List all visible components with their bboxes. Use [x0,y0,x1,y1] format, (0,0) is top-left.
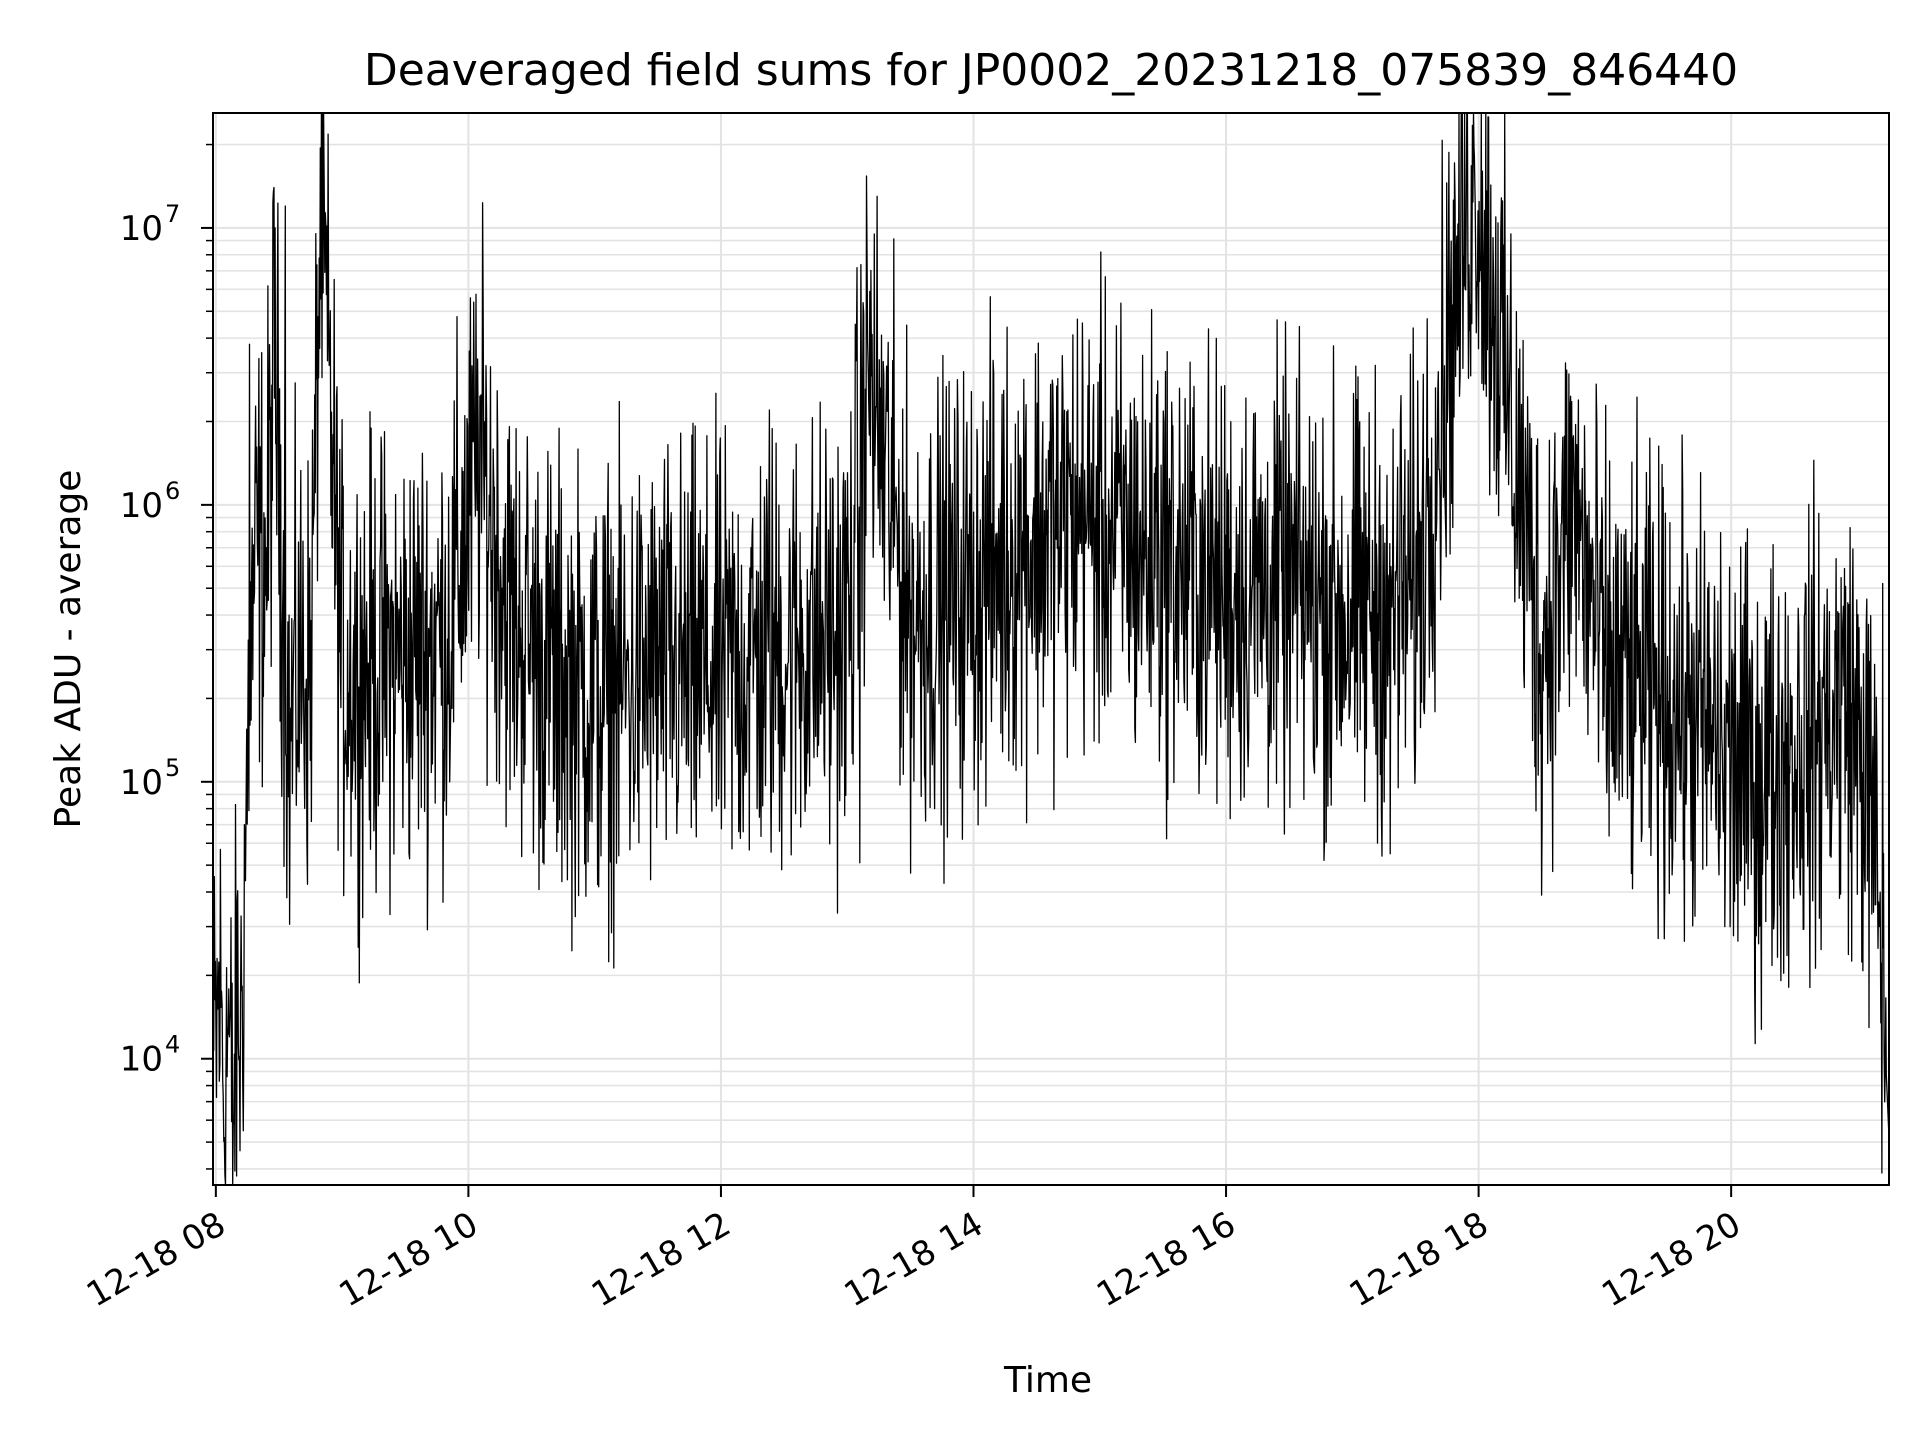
series-line [213,112,1890,1186]
y-tick-label-exponent: 7 [165,200,180,228]
y-tick-label: 10 7 [120,200,181,249]
y-tick-label-base: 10 [120,209,163,249]
y-tick-label: 10 4 [120,1031,181,1080]
x-axis-label: Time [1003,1360,1092,1401]
y-tick-label: 10 6 [120,477,181,526]
y-tick-label: 10 5 [120,754,181,803]
y-axis-label: Peak ADU - average [48,470,89,829]
y-tick-label-base: 10 [120,763,163,803]
y-tick-label-exponent: 5 [165,754,180,782]
y-tick-label-base: 10 [120,1040,163,1080]
y-tick-label-exponent: 6 [165,477,180,505]
y-tick-label-base: 10 [120,486,163,526]
y-tick-label-exponent: 4 [165,1031,180,1059]
chart-title: Deaveraged field sums for JP0002_2023121… [364,45,1738,96]
axis-ticks [201,143,1733,1197]
series-layer [213,112,1890,1186]
